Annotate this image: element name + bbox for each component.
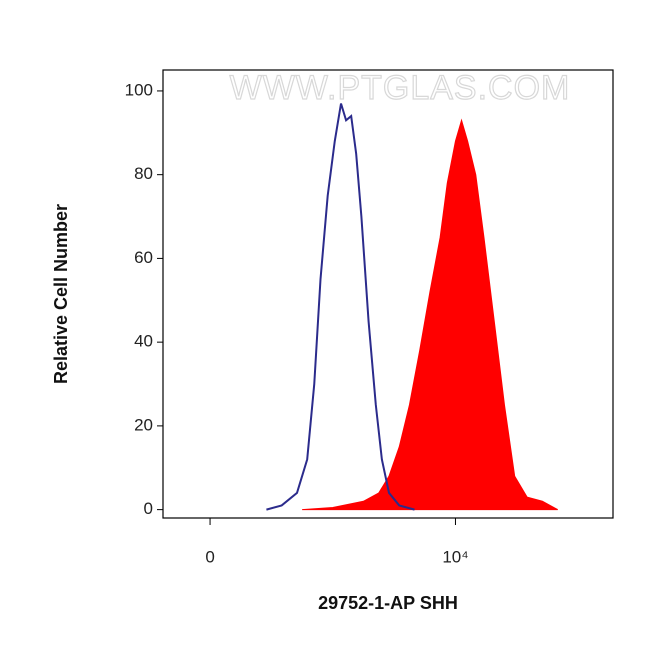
watermark: WWW.PTGLAS.COM: [230, 69, 571, 107]
y-tick-label: 60: [134, 248, 153, 267]
y-tick-label: 100: [125, 80, 153, 99]
histogram-area: [302, 118, 558, 511]
histogram-line: [266, 103, 415, 511]
plot-frame: [162, 69, 614, 519]
y-axis-label: Relative Cell Number: [51, 204, 71, 384]
x-axis-label: 29752-1-AP SHH: [318, 593, 458, 613]
y-tick-label: 0: [144, 499, 153, 518]
x-tick-label: 10⁴: [442, 547, 468, 566]
y-tick-label: 40: [134, 332, 153, 351]
y-tick-label: 80: [134, 164, 153, 183]
y-tick-label: 20: [134, 415, 153, 434]
x-tick-label: 0: [205, 547, 214, 566]
